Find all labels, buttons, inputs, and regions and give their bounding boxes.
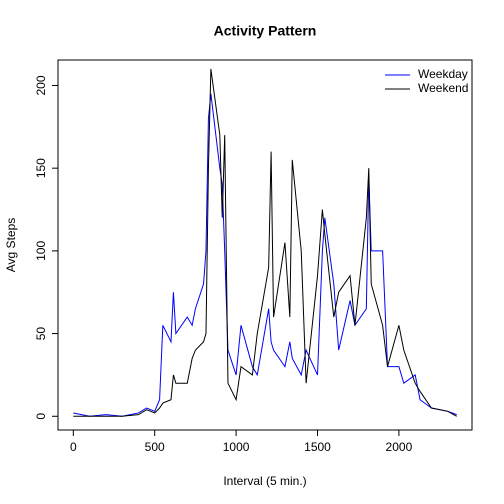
x-tick-label: 2000: [386, 440, 413, 454]
x-tick-label: 1000: [223, 440, 250, 454]
y-axis-label: Avg Steps: [4, 218, 18, 272]
legend-label: Weekday: [418, 67, 468, 81]
y-tick-label: 150: [34, 158, 48, 178]
y-tick-label: 100: [34, 241, 48, 261]
x-tick-label: 500: [145, 440, 165, 454]
series-line: [73, 68, 457, 417]
chart-title: Activity Pattern: [214, 23, 317, 39]
legend-label: Weekend: [418, 81, 468, 95]
x-tick-label: 1500: [304, 440, 331, 454]
x-axis-label: Interval (5 min.): [223, 474, 306, 488]
series-line: [73, 93, 457, 417]
plot-box: [57, 59, 473, 431]
x-tick-label: 0: [70, 440, 77, 454]
y-tick-label: 0: [34, 413, 48, 420]
y-tick-label: 200: [34, 75, 48, 95]
y-tick-label: 50: [34, 327, 48, 341]
